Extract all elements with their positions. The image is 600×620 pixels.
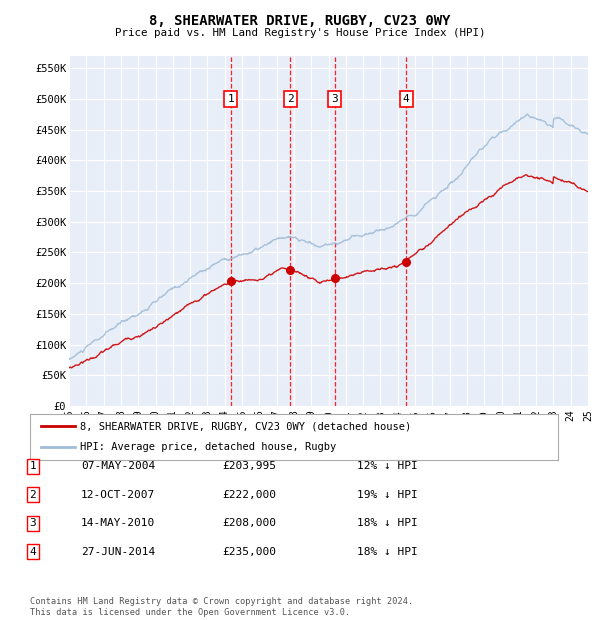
Text: £208,000: £208,000: [222, 518, 276, 528]
Text: 2: 2: [29, 490, 37, 500]
Text: £235,000: £235,000: [222, 547, 276, 557]
Text: 1: 1: [29, 461, 37, 471]
Text: 3: 3: [29, 518, 37, 528]
Text: £203,995: £203,995: [222, 461, 276, 471]
Text: Price paid vs. HM Land Registry's House Price Index (HPI): Price paid vs. HM Land Registry's House …: [115, 28, 485, 38]
Text: Contains HM Land Registry data © Crown copyright and database right 2024.
This d: Contains HM Land Registry data © Crown c…: [30, 598, 413, 617]
Text: 8, SHEARWATER DRIVE, RUGBY, CV23 0WY (detached house): 8, SHEARWATER DRIVE, RUGBY, CV23 0WY (de…: [80, 421, 412, 431]
Text: 2: 2: [287, 94, 293, 104]
Text: 1: 1: [227, 94, 234, 104]
Text: HPI: Average price, detached house, Rugby: HPI: Average price, detached house, Rugb…: [80, 443, 337, 453]
Text: 19% ↓ HPI: 19% ↓ HPI: [357, 490, 418, 500]
Text: 3: 3: [331, 94, 338, 104]
Text: £222,000: £222,000: [222, 490, 276, 500]
Text: 14-MAY-2010: 14-MAY-2010: [81, 518, 155, 528]
Text: 18% ↓ HPI: 18% ↓ HPI: [357, 547, 418, 557]
Text: 4: 4: [403, 94, 410, 104]
Text: 27-JUN-2014: 27-JUN-2014: [81, 547, 155, 557]
Text: 07-MAY-2004: 07-MAY-2004: [81, 461, 155, 471]
Text: 4: 4: [29, 547, 37, 557]
Text: 12-OCT-2007: 12-OCT-2007: [81, 490, 155, 500]
Text: 12% ↓ HPI: 12% ↓ HPI: [357, 461, 418, 471]
Text: 18% ↓ HPI: 18% ↓ HPI: [357, 518, 418, 528]
Text: 8, SHEARWATER DRIVE, RUGBY, CV23 0WY: 8, SHEARWATER DRIVE, RUGBY, CV23 0WY: [149, 14, 451, 28]
